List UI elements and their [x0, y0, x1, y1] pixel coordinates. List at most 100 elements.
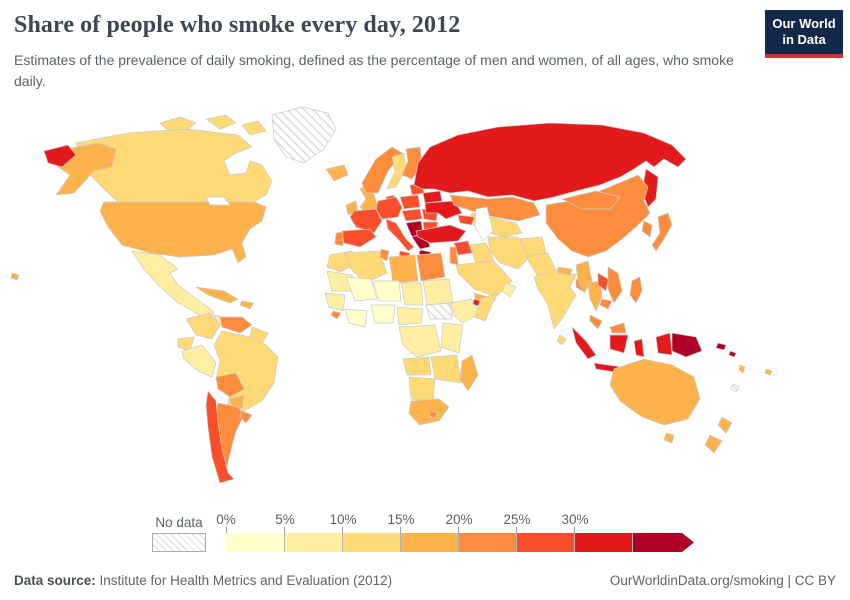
country-senegal[interactable] — [324, 292, 346, 312]
owid-url-link[interactable]: OurWorldinData.org/smoking | CC BY — [609, 573, 836, 588]
no-data-swatch[interactable] — [152, 533, 206, 552]
country-indonesia-sulawesi[interactable] — [633, 338, 645, 358]
country-turkey[interactable] — [415, 224, 467, 244]
country-greenland[interactable] — [271, 106, 337, 164]
country-spain[interactable] — [341, 228, 377, 248]
country-peru[interactable] — [181, 344, 217, 378]
country-mongolia[interactable] — [561, 190, 621, 210]
country-poland[interactable] — [399, 194, 421, 210]
country-papua-new-guinea[interactable] — [671, 332, 703, 358]
country-bolivia[interactable] — [215, 372, 245, 398]
country-indonesia-borneo[interactable] — [609, 334, 629, 354]
country-usa-hawaii[interactable] — [10, 272, 20, 281]
country-canada-arctic[interactable] — [159, 116, 197, 132]
country-saudi-arabia[interactable] — [455, 260, 513, 298]
country-malaysia-borneo[interactable] — [609, 322, 627, 334]
country-paraguay[interactable] — [229, 394, 245, 410]
country-usa[interactable] — [99, 201, 267, 264]
country-russia[interactable] — [413, 122, 687, 202]
country-oman[interactable] — [501, 282, 517, 298]
country-venezuela[interactable] — [219, 316, 253, 334]
country-new-zealand-north[interactable] — [717, 416, 733, 434]
country-italy[interactable] — [385, 218, 415, 252]
country-zambia-mozambique[interactable] — [430, 354, 462, 384]
country-australia-tasmania[interactable] — [663, 432, 675, 444]
country-caucasus[interactable] — [457, 214, 475, 226]
country-china[interactable] — [545, 174, 651, 258]
country-kazakhstan[interactable] — [449, 194, 541, 222]
country-namibia-botswana[interactable] — [408, 376, 436, 402]
country-australia[interactable] — [609, 358, 701, 426]
country-russia-chukotka[interactable] — [43, 144, 77, 168]
legend-bin-0-5[interactable]: 0% — [216, 512, 284, 552]
country-japan[interactable] — [651, 212, 673, 252]
legend-bin-35-plus[interactable]: 35% — [632, 533, 694, 552]
country-sri-lanka[interactable] — [556, 334, 567, 346]
country-central-europe[interactable] — [401, 208, 423, 222]
country-sierra-leone[interactable] — [330, 310, 342, 320]
country-cambodia[interactable] — [599, 298, 613, 310]
country-madagascar[interactable] — [459, 354, 479, 392]
country-belarus[interactable] — [422, 190, 443, 204]
country-canada[interactable] — [75, 128, 273, 203]
country-sweden[interactable] — [386, 152, 407, 190]
legend-bin-30-35[interactable]: 30% — [561, 512, 632, 552]
country-afghanistan[interactable] — [519, 236, 547, 258]
country-east-africa[interactable] — [440, 322, 464, 354]
country-drc[interactable] — [398, 324, 442, 358]
country-nepal[interactable] — [557, 266, 573, 276]
country-france[interactable] — [349, 208, 383, 234]
country-malaysia[interactable] — [589, 314, 603, 330]
country-ghana[interactable] — [344, 308, 368, 328]
country-angola[interactable] — [402, 356, 432, 376]
country-hispaniola[interactable] — [239, 300, 255, 310]
country-mali[interactable] — [345, 276, 378, 302]
legend-colorbar: 0% 5% 10% 15% 20% 25% 30% 35% — [216, 512, 694, 552]
legend-bin-10-15[interactable]: 10% — [329, 512, 400, 552]
country-korea[interactable] — [641, 220, 653, 238]
country-south-sudan[interactable] — [425, 302, 453, 320]
country-indonesia-papua[interactable] — [655, 332, 673, 356]
country-sudan[interactable] — [422, 278, 454, 306]
country-solomon-islands[interactable] — [715, 342, 737, 358]
country-libya[interactable] — [388, 254, 419, 284]
country-laos[interactable] — [597, 272, 609, 292]
country-mexico[interactable] — [131, 250, 215, 320]
country-cuba[interactable] — [195, 286, 239, 304]
country-new-caledonia[interactable] — [730, 383, 740, 393]
country-lesotho[interactable] — [428, 410, 438, 419]
country-somalia[interactable] — [474, 292, 498, 322]
country-chad[interactable] — [400, 282, 424, 306]
country-germany[interactable] — [375, 196, 403, 220]
country-colombia[interactable] — [185, 312, 221, 340]
country-canada-arctic[interactable] — [205, 114, 237, 130]
country-iceland[interactable] — [325, 164, 349, 182]
country-south-africa[interactable] — [408, 398, 450, 426]
country-niger[interactable] — [372, 280, 402, 302]
country-vanuatu[interactable] — [738, 364, 746, 374]
country-ethiopia[interactable] — [450, 298, 482, 324]
country-djibouti[interactable] — [472, 298, 481, 307]
legend-bin-5-10[interactable]: 5% — [275, 512, 342, 552]
chart-footer: Data source: Institute for Health Metric… — [14, 573, 836, 588]
country-algeria[interactable] — [344, 250, 388, 284]
country-nigeria[interactable] — [370, 304, 396, 324]
country-chile[interactable] — [205, 390, 235, 484]
country-new-zealand-south[interactable] — [704, 434, 723, 454]
country-tunisia[interactable] — [379, 248, 390, 262]
country-philippines[interactable] — [629, 276, 643, 304]
country-portugal[interactable] — [334, 231, 344, 247]
country-uruguay[interactable] — [239, 410, 253, 424]
country-vietnam[interactable] — [607, 266, 623, 304]
legend-bin-25-30[interactable]: 25% — [503, 512, 574, 552]
country-egypt[interactable] — [416, 252, 446, 282]
country-india[interactable] — [533, 268, 577, 330]
legend-bin-15-20[interactable]: 15% — [387, 512, 458, 552]
country-cameroon[interactable] — [396, 306, 424, 326]
legend-bin-20-25[interactable]: 20% — [445, 512, 516, 552]
owid-logo[interactable]: Our World in Data — [765, 10, 843, 58]
country-fiji[interactable] — [764, 368, 773, 376]
country-iran[interactable] — [487, 236, 531, 270]
country-indonesia-sumatra[interactable] — [571, 326, 597, 360]
country-canada-arctic[interactable] — [241, 120, 267, 136]
